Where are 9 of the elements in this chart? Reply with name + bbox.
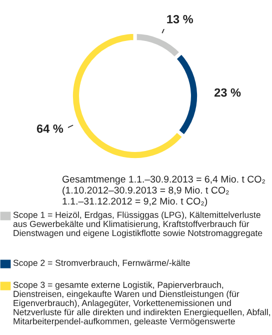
legend-label: Scope 2 = Stromverbrauch, Fernwärme/-kälte [13,260,190,268]
legend-label: Scope 1 = Heizöl, Erdgas, Flüssiggas (LPG), Kältemittelverluste aus Gewerbekälte und Klimatisierung, Kraftstoffverbrauch für Dienstwagen und eigene Logistikflotte sowie Notstromaggregate [13,212,262,238]
text: (1.10.2012–30.9.2013 = 8,9 Mio. t CO₂ [62,186,229,196]
legend-label: Scope 3 = gesamte externe Logistik, Papierverbrauch, Dienstreisen, eingekaufte Waren und Dienstleistungen (für Eigenverbrauch), Anlagegüter, Vorkettenemissionen und Netzverluste für alle direkten und indirekten Energiequellen, Abfall, Mitarbeiterpendel-aufkommen, geleaste Vermögenswerte [13,282,270,326]
data-label: 23 % [214,88,241,97]
data-label: 64 % [36,124,64,133]
data-label: 13 % [167,15,194,24]
text: Gesamtmenge 1.1.–30.9.2013 = 6,4 Mio. t CO₂ [62,175,265,185]
text: 1.1.–31.12.2012 = 9,2 Mio. t CO₂) [62,197,208,207]
